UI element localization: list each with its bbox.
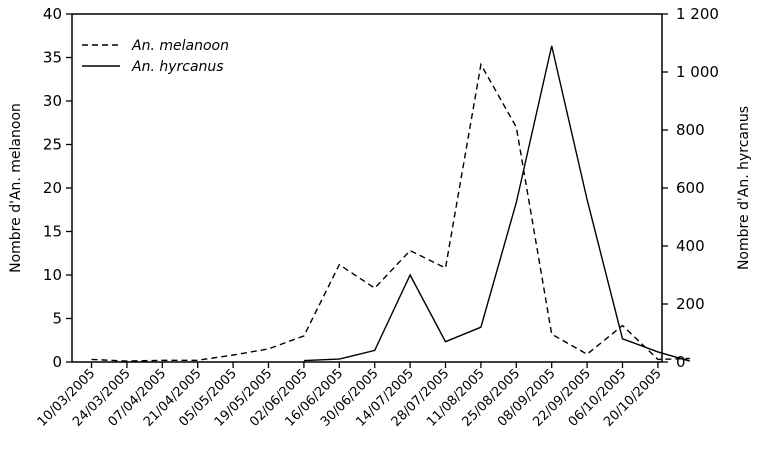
right-y-ticks: 0 200 400 600 800 1 000 1 200 xyxy=(662,5,719,371)
left-tick-label: 35 xyxy=(43,49,62,67)
left-tick-label: 30 xyxy=(43,92,62,110)
right-tick-label: 0 xyxy=(676,353,686,371)
left-tick-label: 0 xyxy=(52,353,62,371)
legend: An. melanoon An. hyrcanus xyxy=(82,38,229,75)
left-tick-label: 25 xyxy=(43,136,62,154)
right-tick-label: 400 xyxy=(676,237,705,255)
right-tick-label: 1 000 xyxy=(676,63,719,81)
left-tick-label: 10 xyxy=(43,266,62,284)
left-axis-title: Nombre d'An. melanoon xyxy=(8,103,24,273)
right-tick-label: 200 xyxy=(676,295,705,313)
right-axis-title: Nombre d'An. hyrcanus xyxy=(736,106,752,270)
legend-hyrcanus-label: An. hyrcanus xyxy=(131,59,224,75)
left-tick-label: 15 xyxy=(43,223,62,241)
right-tick-label: 800 xyxy=(676,121,705,139)
left-tick-label: 40 xyxy=(43,5,62,23)
right-tick-label: 600 xyxy=(676,179,705,197)
series-line-melanoon xyxy=(91,62,690,362)
legend-melanoon-label: An. melanoon xyxy=(131,38,229,54)
series-layer xyxy=(91,45,690,362)
right-tick-label: 1 200 xyxy=(676,5,719,23)
left-y-ticks: 0 5 10 15 20 25 30 35 40 xyxy=(43,5,72,371)
series-line-hyrcanus xyxy=(303,45,690,362)
left-tick-label: 20 xyxy=(43,179,62,197)
x-ticks: 10/03/200524/03/200507/04/200521/04/2005… xyxy=(35,362,665,430)
left-tick-label: 5 xyxy=(52,310,62,328)
